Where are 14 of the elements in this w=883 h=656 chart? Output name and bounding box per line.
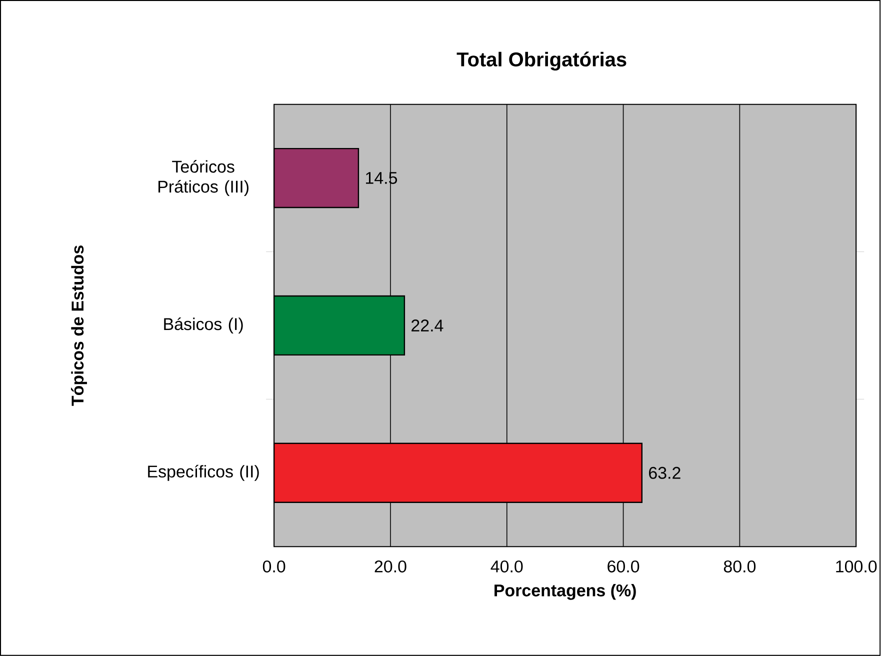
data-label: 22.4: [412, 320, 444, 332]
y-tick-label: Básicos (I): [164, 317, 243, 334]
x-tick-label: 20.0: [374, 560, 406, 573]
y-tick-label: Específicos (II): [148, 464, 259, 481]
y-axis-title: Tópicos de Estudos: [70, 246, 87, 406]
x-axis-title: Porcentagens (%): [494, 584, 636, 600]
x-tick-label: 100.0: [836, 560, 877, 573]
x-tick-label: 0.0: [262, 560, 286, 573]
x-tick-label: 60.0: [608, 560, 640, 573]
y-tick-label: Teóricos Práticos (III): [158, 160, 248, 196]
x-tick-label: 40.0: [490, 560, 523, 573]
chart-title: Total Obrigatórias: [456, 52, 626, 71]
data-label: 63.2: [649, 466, 680, 479]
x-tick-label: 80.0: [724, 560, 756, 573]
